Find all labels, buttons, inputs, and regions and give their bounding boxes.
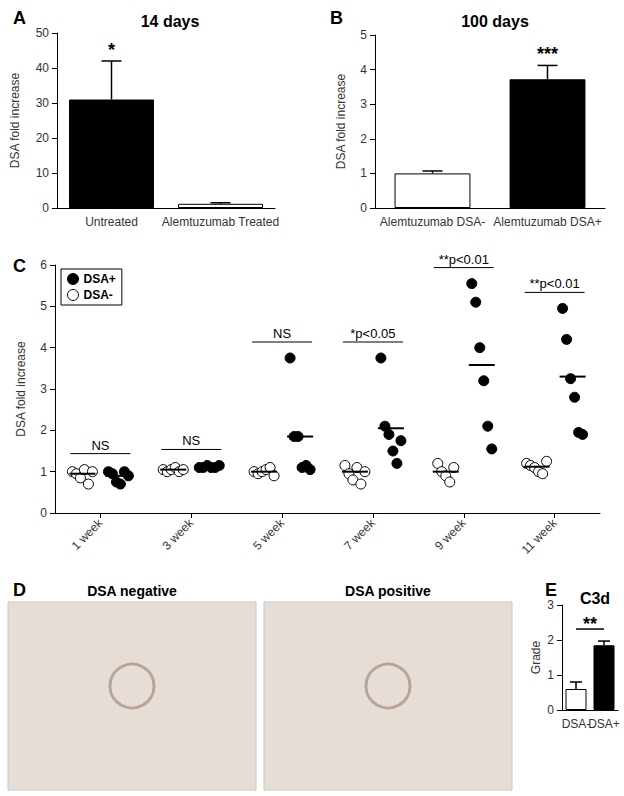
svg-text:3: 3 <box>40 382 47 396</box>
svg-text:DSA negative: DSA negative <box>87 583 177 599</box>
svg-text:3: 3 <box>547 598 554 612</box>
svg-text:*p<0.05: *p<0.05 <box>350 326 395 341</box>
svg-text:DSA fold increase: DSA fold increase <box>334 73 348 169</box>
svg-text:5 week: 5 week <box>250 515 287 552</box>
svg-text:DSA+: DSA+ <box>588 717 620 731</box>
svg-text:9 week: 9 week <box>432 515 469 552</box>
svg-text:3 week: 3 week <box>159 515 196 552</box>
svg-text:0: 0 <box>42 201 49 215</box>
svg-text:DSA-: DSA- <box>562 717 591 731</box>
svg-text:NS: NS <box>182 433 200 448</box>
svg-text:NS: NS <box>273 326 291 341</box>
svg-text:0: 0 <box>360 201 367 215</box>
svg-text:11 week: 11 week <box>519 515 561 557</box>
svg-text:4: 4 <box>360 63 367 77</box>
svg-text:Untreated: Untreated <box>85 215 138 229</box>
svg-text:B: B <box>330 8 343 28</box>
svg-text:0: 0 <box>40 506 47 520</box>
svg-text:2: 2 <box>360 132 367 146</box>
svg-text:D: D <box>13 580 26 600</box>
svg-text:1: 1 <box>40 465 47 479</box>
svg-text:DSA-: DSA- <box>84 288 113 302</box>
svg-text:***: *** <box>537 44 558 64</box>
svg-text:6: 6 <box>40 258 47 272</box>
svg-text:30: 30 <box>36 96 50 110</box>
svg-text:40: 40 <box>36 61 50 75</box>
svg-text:5: 5 <box>360 28 367 42</box>
svg-text:DSA fold increase: DSA fold increase <box>14 341 28 437</box>
svg-text:DSA positive: DSA positive <box>345 583 431 599</box>
svg-text:**p<0.01: **p<0.01 <box>529 276 579 291</box>
svg-text:*: * <box>108 40 115 60</box>
svg-text:2: 2 <box>547 633 554 647</box>
svg-text:20: 20 <box>36 131 50 145</box>
svg-text:Alemtuzumab DSA+: Alemtuzumab DSA+ <box>493 215 601 229</box>
svg-text:DSA+: DSA+ <box>84 272 116 286</box>
svg-text:14 days: 14 days <box>141 13 200 30</box>
svg-text:**: ** <box>583 614 597 634</box>
svg-text:**p<0.01: **p<0.01 <box>439 252 489 267</box>
svg-text:50: 50 <box>36 26 50 40</box>
svg-text:A: A <box>13 8 26 28</box>
svg-text:1 week: 1 week <box>69 515 106 552</box>
svg-text:10: 10 <box>36 166 50 180</box>
svg-text:3: 3 <box>360 97 367 111</box>
svg-text:C3d: C3d <box>580 590 610 607</box>
svg-text:2: 2 <box>40 423 47 437</box>
svg-text:5: 5 <box>40 299 47 313</box>
svg-text:1: 1 <box>547 668 554 682</box>
svg-text:Alemtuzumab DSA-: Alemtuzumab DSA- <box>380 215 485 229</box>
svg-text:DSA fold increase: DSA fold increase <box>8 72 22 168</box>
svg-text:1: 1 <box>360 166 367 180</box>
svg-text:Grade: Grade <box>529 641 543 675</box>
svg-text:7 week: 7 week <box>341 515 378 552</box>
svg-text:C: C <box>13 256 26 276</box>
svg-text:NS: NS <box>91 438 109 453</box>
svg-text:E: E <box>545 580 557 600</box>
svg-text:4: 4 <box>40 341 47 355</box>
svg-text:0: 0 <box>547 703 554 717</box>
svg-text:Alemtuzumab Treated: Alemtuzumab Treated <box>162 215 279 229</box>
svg-text:100 days: 100 days <box>461 13 529 30</box>
